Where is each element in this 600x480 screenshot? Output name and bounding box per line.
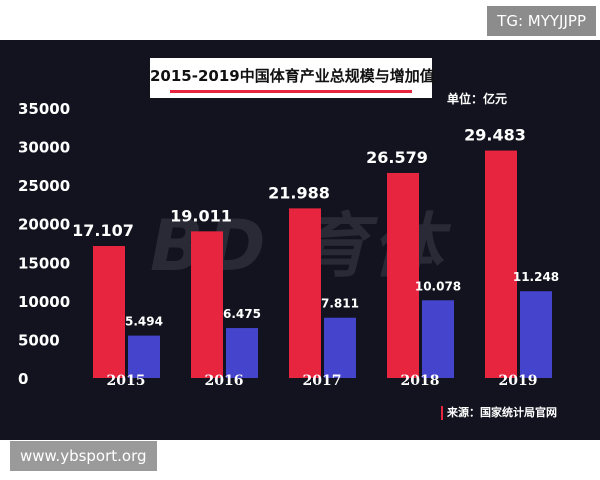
data-label: 11.248 — [513, 270, 559, 284]
title-underline — [170, 90, 412, 93]
data-label: 10.078 — [415, 279, 461, 293]
data-label: 7.811 — [321, 297, 359, 311]
bar-added-value — [324, 317, 356, 378]
data-label: 26.579 — [366, 148, 428, 167]
source-note: 来源：国家统计局官网 — [441, 406, 557, 420]
x-tick-label: 2016 — [205, 373, 244, 389]
data-label: 21.988 — [268, 183, 330, 202]
data-label: 17.107 — [72, 221, 134, 240]
bar-total-scale — [93, 246, 125, 378]
y-tick-label: 35000 — [18, 100, 70, 118]
x-tick-label: 2018 — [401, 373, 440, 389]
x-tick-label: 2015 — [107, 373, 146, 389]
chart-title-box: 2015-2019中国体育产业总规模与增加值 — [150, 58, 435, 98]
bar-total-scale — [191, 231, 223, 378]
y-tick-label: 0 — [18, 370, 28, 388]
y-tick-label: 20000 — [18, 216, 70, 234]
data-label: 5.494 — [125, 315, 163, 329]
bar-total-scale — [289, 208, 321, 378]
data-label: 29.483 — [464, 126, 526, 145]
site-tag: www.ybsport.org — [10, 441, 157, 471]
y-tick-label: 10000 — [18, 293, 70, 311]
bar-added-value — [226, 328, 258, 378]
tg-tag: TG: MYYJJPP — [487, 6, 596, 36]
y-tick-label: 5000 — [18, 331, 60, 349]
bar-added-value — [520, 291, 552, 378]
bar-added-value — [128, 335, 160, 378]
unit-label: 单位：亿元 — [447, 92, 508, 106]
y-tick-label: 30000 — [18, 139, 70, 157]
y-tick-label: 25000 — [18, 177, 70, 195]
data-label: 19.011 — [170, 206, 232, 225]
bar-total-scale — [485, 150, 517, 378]
y-tick-label: 15000 — [18, 254, 70, 272]
bar-added-value — [422, 300, 454, 378]
data-label: 6.475 — [223, 307, 261, 321]
x-tick-label: 2017 — [303, 373, 342, 389]
bar-total-scale — [387, 172, 419, 378]
chart-title: 2015-2019中国体育产业总规模与增加值 — [150, 67, 435, 85]
x-tick-label: 2019 — [499, 373, 538, 389]
